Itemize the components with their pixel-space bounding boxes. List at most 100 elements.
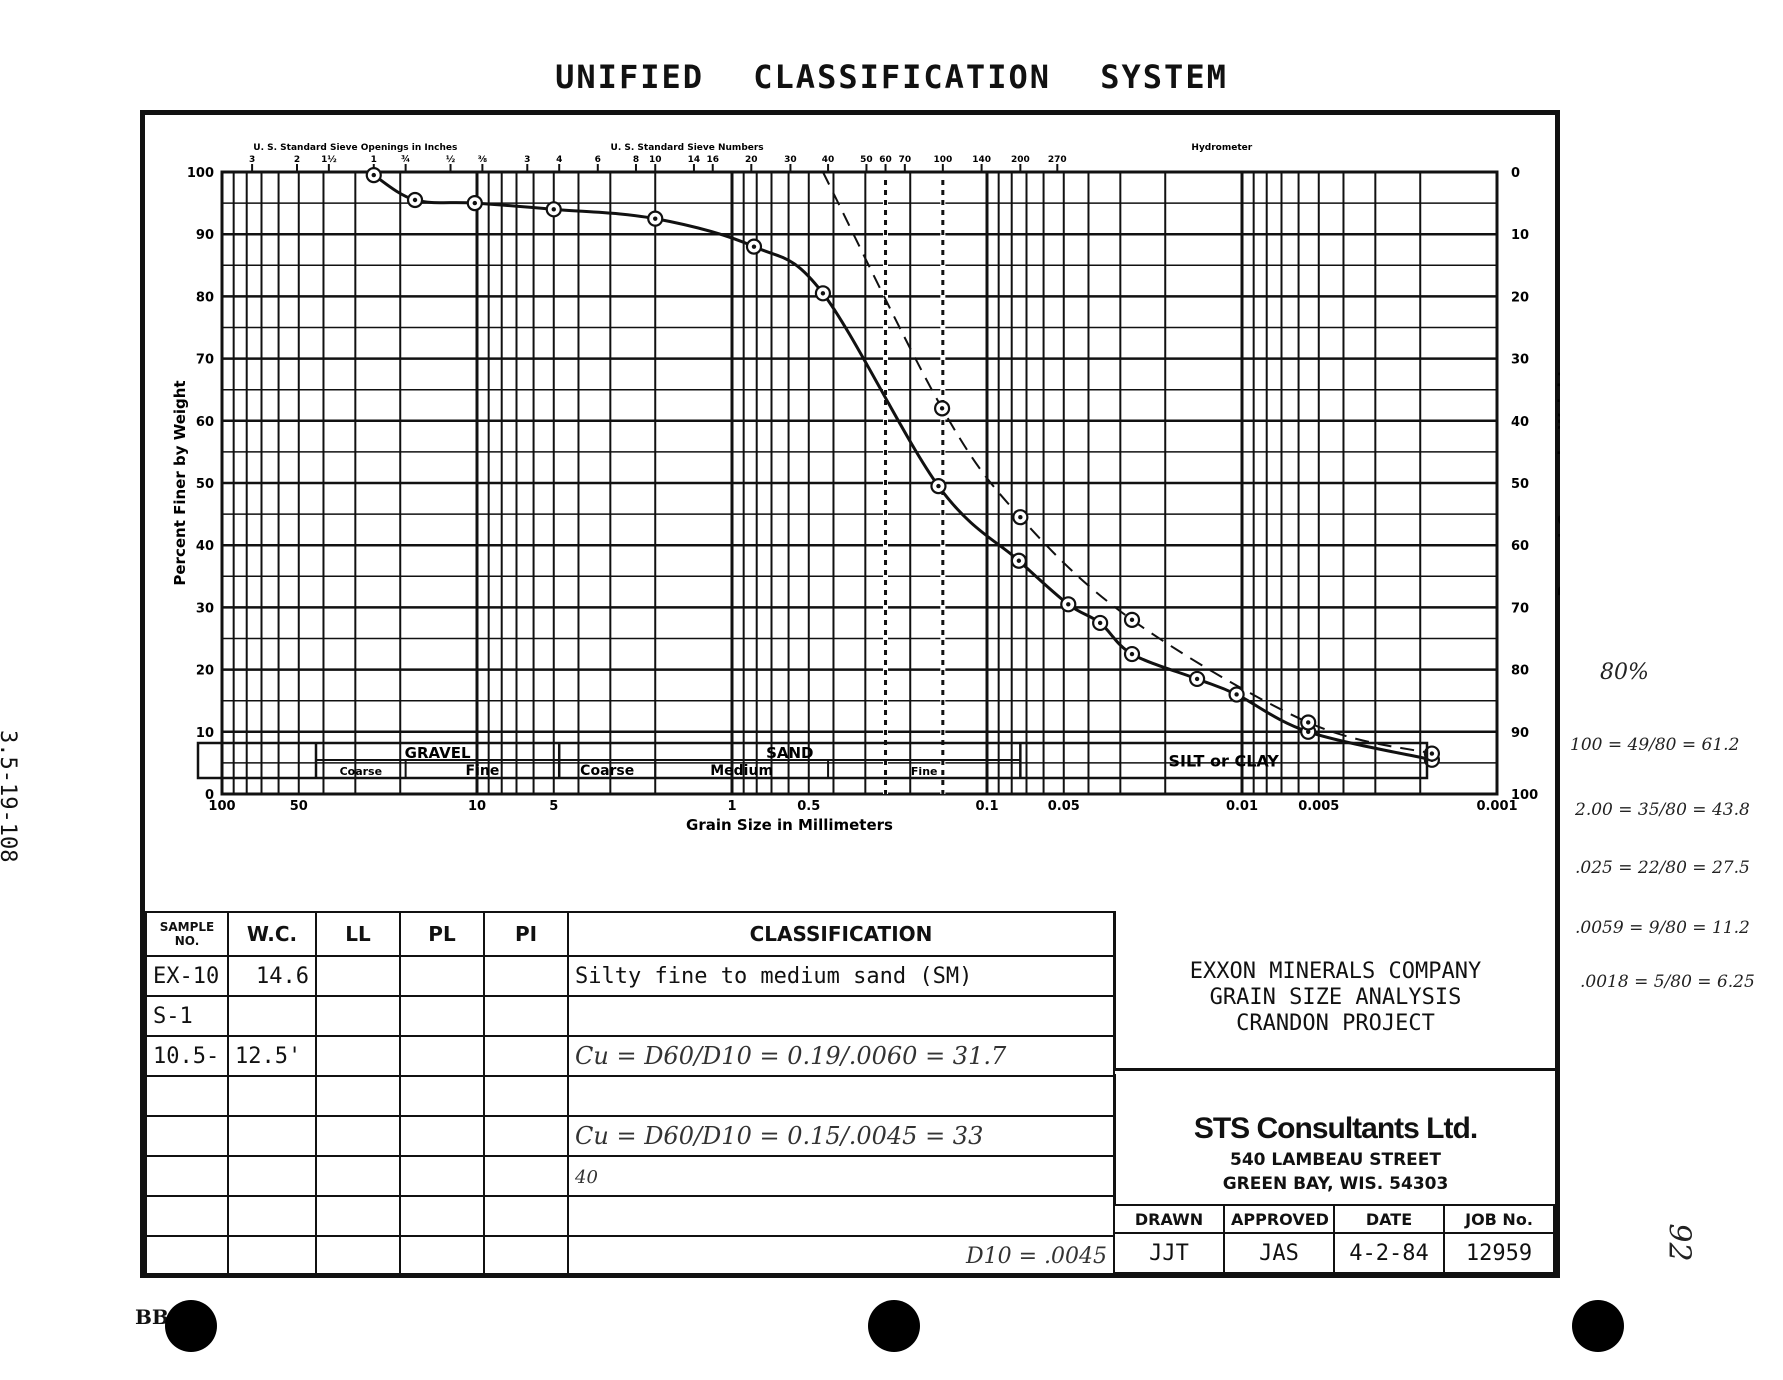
data-point-center (1306, 720, 1311, 725)
top-tick-label: 3 (524, 155, 530, 165)
table-row: Cu = D60/D10 = 0.15/.0045 = 33 (145, 1115, 1115, 1157)
table-row (145, 1195, 1115, 1237)
top-tick-label: 8 (633, 155, 639, 165)
top-tick-label: 1½ (321, 154, 337, 165)
table-row: 40 (145, 1155, 1115, 1197)
classification-cell (567, 995, 1115, 1037)
y-axis-title-left: Percent Finer by Weight (171, 380, 189, 585)
side-stamp: 3.5-19-108 (0, 730, 20, 863)
band-sand-fine: Fine (911, 765, 938, 778)
data-point-center (1234, 692, 1239, 697)
punch-hole (868, 1300, 920, 1352)
data-point-center (936, 483, 941, 489)
y-tick-label-right: 100 (1511, 788, 1538, 803)
sample-cell: EX-10 (145, 955, 229, 997)
cu-note-1: Cu = D60/D10 = 0.19/.0060 = 31.7 (575, 1042, 1007, 1070)
band-gravel-coarse: Coarse (340, 765, 383, 778)
grain-size-chart: 0102030405060708090100100908070605040302… (171, 143, 1560, 834)
y-tick-label-right: 30 (1511, 353, 1529, 368)
top-tick-label: 50 (860, 155, 873, 165)
job-header: JOB No. (1443, 1204, 1555, 1234)
top-tick-label: 16 (706, 155, 719, 165)
y-tick-label-left: 40 (196, 539, 214, 554)
top-tick-label: 100 (933, 155, 952, 165)
y-tick-label-right: 70 (1511, 601, 1529, 616)
data-point-center (1129, 651, 1135, 657)
x-tick-label: 50 (290, 799, 308, 814)
table-row: S-1 (145, 995, 1115, 1037)
date-header: DATE (1333, 1204, 1445, 1234)
data-point-center (1066, 602, 1071, 607)
sample-table: SAMPLE NO. W.C. LL PL PI CLASSIFICATION … (145, 911, 1115, 1277)
pl-cell (399, 1035, 485, 1077)
margin-note: .0059 = 9/80 = 11.2 (1575, 918, 1750, 938)
y-tick-label-right: 90 (1511, 726, 1529, 741)
header-ll: LL (315, 911, 401, 957)
ll-cell (315, 995, 401, 1037)
x-tick-label: 0.05 (1048, 799, 1080, 814)
page-title: UNIFIED CLASSIFICATION SYSTEM (555, 58, 1228, 96)
data-point-center (371, 172, 376, 178)
margin-note: .0018 = 5/80 = 6.25 (1580, 972, 1755, 992)
top-tick-label: 140 (972, 155, 991, 165)
signoff-table: DRAWN APPROVED DATE JOB No. JJT JAS 4-2-… (1113, 1204, 1555, 1274)
sieve-openings-title: U. S. Standard Sieve Openings in Inches (253, 143, 457, 153)
wc-cell: 14.6 (227, 955, 317, 997)
drawn-header: DRAWN (1113, 1204, 1225, 1234)
y-axis-title-right: Percent Coarser by Weight (1555, 370, 1560, 597)
classification-cell: Silty fine to medium sand (SM) (567, 955, 1115, 997)
y-tick-label-left: 90 (196, 228, 214, 243)
data-point-center (412, 197, 418, 203)
band-sand: SAND (766, 744, 813, 762)
data-point-center (751, 244, 757, 249)
plot-border (220, 170, 1499, 796)
y-tick-label-left: 10 (196, 726, 214, 741)
page-mark: 92 (1661, 1223, 1697, 1262)
y-tick-label-right: 80 (1511, 664, 1529, 679)
data-point-center (939, 406, 945, 411)
x-tick-label: 1 (727, 799, 736, 814)
sample-cell: S-1 (145, 995, 229, 1037)
classification-cell: Cu = D60/D10 = 0.19/.0060 = 31.7 (567, 1035, 1115, 1077)
top-tick-label: 200 (1011, 155, 1030, 165)
x-tick-label: 0.1 (975, 799, 998, 814)
ll-cell (315, 1035, 401, 1077)
data-point-center (1097, 620, 1103, 626)
top-tick-label: 3 (249, 155, 255, 165)
data-point-center (1016, 558, 1022, 563)
y-tick-label-right: 60 (1511, 539, 1529, 554)
top-tick-label: 70 (899, 155, 912, 165)
margin-note: 100 = 49/80 = 61.2 (1570, 735, 1740, 755)
x-tick-label: 0.5 (797, 799, 820, 814)
top-tick-label: ⅜ (478, 155, 487, 165)
solid-series-line (372, 173, 1433, 762)
y-tick-label-left: 80 (196, 290, 214, 305)
pi-cell (483, 955, 569, 997)
x-tick-label: 0.005 (1298, 799, 1339, 814)
consultant-name: STS Consultants Ltd. (1193, 1112, 1478, 1145)
top-tick-label: 4 (556, 155, 562, 165)
band-sand-medium: Medium (710, 763, 773, 779)
data-point-center (551, 207, 556, 212)
x-tick-label: 5 (549, 799, 558, 814)
y-tick-label-left: 0 (205, 788, 214, 803)
top-tick-label: 2 (294, 155, 300, 165)
job-value: 12959 (1443, 1232, 1555, 1274)
top-tick-label: 40 (822, 155, 835, 165)
y-tick-label-left: 30 (196, 601, 214, 616)
y-tick-label-right: 10 (1511, 228, 1529, 243)
consultant-city: GREEN BAY, WIS. 54303 (1222, 1174, 1449, 1194)
y-tick-label-right: 0 (1511, 166, 1520, 181)
company-box: EXXON MINERALS COMPANY GRAIN SIZE ANALYS… (1113, 911, 1555, 1071)
margin-note: 2.00 = 35/80 = 43.8 (1575, 800, 1750, 820)
y-tick-label-left: 100 (187, 166, 214, 181)
sample-cell: 10.5- (145, 1035, 229, 1077)
drawn-value: JJT (1113, 1232, 1225, 1274)
table-row: 10.5- 12.5' Cu = D60/D10 = 0.19/.0060 = … (145, 1035, 1115, 1077)
band-frame (196, 741, 1429, 780)
report-title: GRAIN SIZE ANALYSIS (1209, 985, 1462, 1010)
top-tick-label: ¾ (401, 155, 410, 165)
data-point-center (653, 216, 658, 221)
top-tick-label: 30 (784, 155, 797, 165)
table-row (145, 1075, 1115, 1117)
